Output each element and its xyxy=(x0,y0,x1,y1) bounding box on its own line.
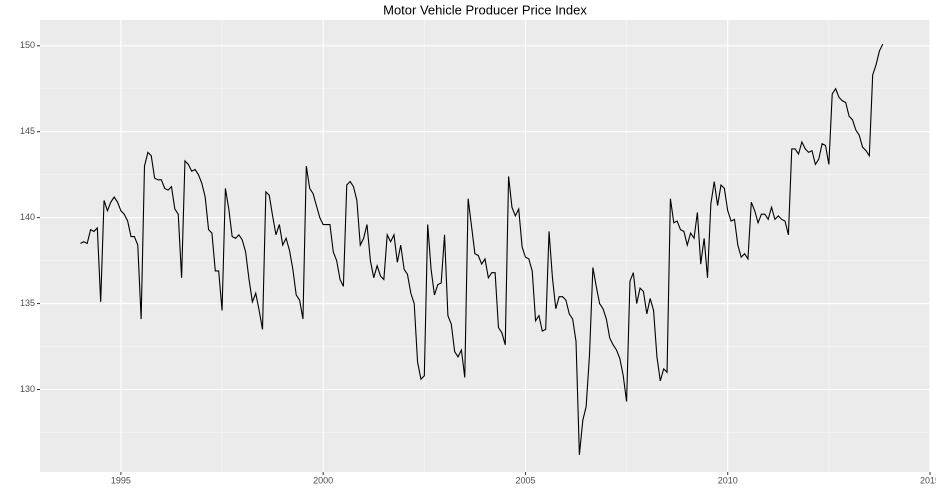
plot-panel xyxy=(40,20,930,472)
y-tick-label: 140 xyxy=(20,212,35,222)
x-tick-label: 1995 xyxy=(111,475,131,485)
y-tick-label: 150 xyxy=(20,40,35,50)
data-line xyxy=(80,43,884,455)
x-tick-label: 2010 xyxy=(718,475,738,485)
chart-title: Motor Vehicle Producer Price Index xyxy=(383,2,587,17)
y-tick-label: 135 xyxy=(20,298,35,308)
y-tick-label: 130 xyxy=(20,384,35,394)
x-tick-label: 2000 xyxy=(313,475,333,485)
y-tick-label: 145 xyxy=(20,126,35,136)
x-tick-label: 2005 xyxy=(515,475,535,485)
x-tick-label: 2015 xyxy=(920,475,936,485)
